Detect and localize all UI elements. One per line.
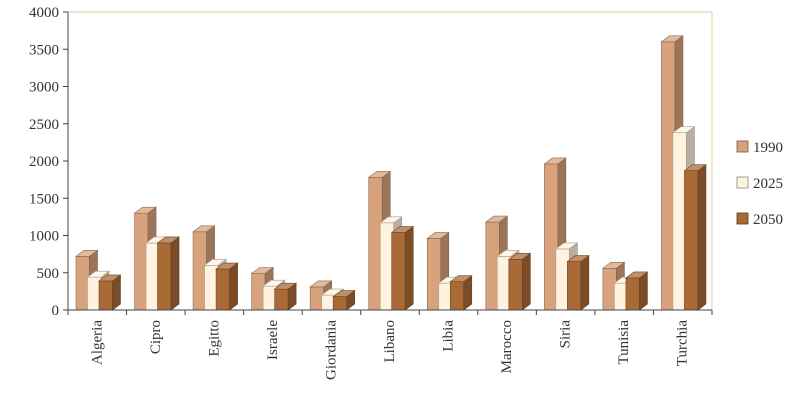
- legend-swatch: [736, 176, 749, 189]
- x-category-label: Israele: [265, 320, 281, 360]
- bar: [449, 275, 473, 311]
- y-tick-label: 3000: [29, 80, 59, 96]
- plot-border: [68, 11, 713, 310]
- legend-entry: 2050: [736, 212, 783, 228]
- legend: 1990 2025 2050: [736, 140, 783, 228]
- bar: [683, 164, 707, 311]
- legend-label: 2050: [753, 212, 783, 228]
- bars: [75, 35, 707, 311]
- legend-entry: 2025: [736, 176, 783, 192]
- bar: [566, 254, 590, 311]
- x-category-label: Libia: [441, 320, 457, 352]
- legend-label: 2025: [753, 176, 783, 192]
- x-category-label: Libano: [382, 320, 398, 363]
- bar: [390, 225, 415, 311]
- plot-frame: [68, 11, 713, 310]
- x-axis: Algeria Cipro Egitto Israele Giordania Libano…: [67, 309, 713, 380]
- x-category-label: Algeria: [89, 320, 105, 365]
- x-category-label: Giordania: [323, 320, 339, 380]
- legend-swatch: [736, 212, 749, 225]
- y-tick-label: 2500: [29, 117, 59, 133]
- x-category-label: Tunisia: [616, 320, 632, 365]
- bar: [156, 236, 180, 311]
- y-tick-label: 2000: [29, 154, 59, 170]
- bar: [273, 282, 298, 311]
- bar: [507, 252, 532, 311]
- x-category-label: Cipro: [148, 320, 164, 354]
- bar: [215, 262, 239, 311]
- y-tick-label: 3500: [29, 42, 59, 58]
- x-category-label: Siria: [558, 320, 574, 349]
- y-tick-label: 1500: [29, 191, 59, 207]
- y-axis: 0 500 1000 1500 2000 2500 3000 3500 4000: [29, 5, 69, 319]
- bar: [332, 289, 356, 311]
- y-tick-label: 0: [52, 303, 60, 319]
- x-category-label: Turchia: [675, 320, 691, 366]
- legend-label: 1990: [753, 140, 783, 156]
- y-tick-label: 4000: [29, 5, 59, 21]
- y-tick-label: 500: [37, 266, 60, 282]
- bar: [625, 271, 649, 311]
- legend-swatch: [736, 140, 749, 153]
- x-category-label: Marocco: [499, 320, 515, 373]
- x-category-label: Egitto: [206, 320, 222, 357]
- y-tick-label: 1000: [29, 229, 59, 245]
- bar: [98, 274, 122, 311]
- legend-entry: 1990: [736, 140, 783, 156]
